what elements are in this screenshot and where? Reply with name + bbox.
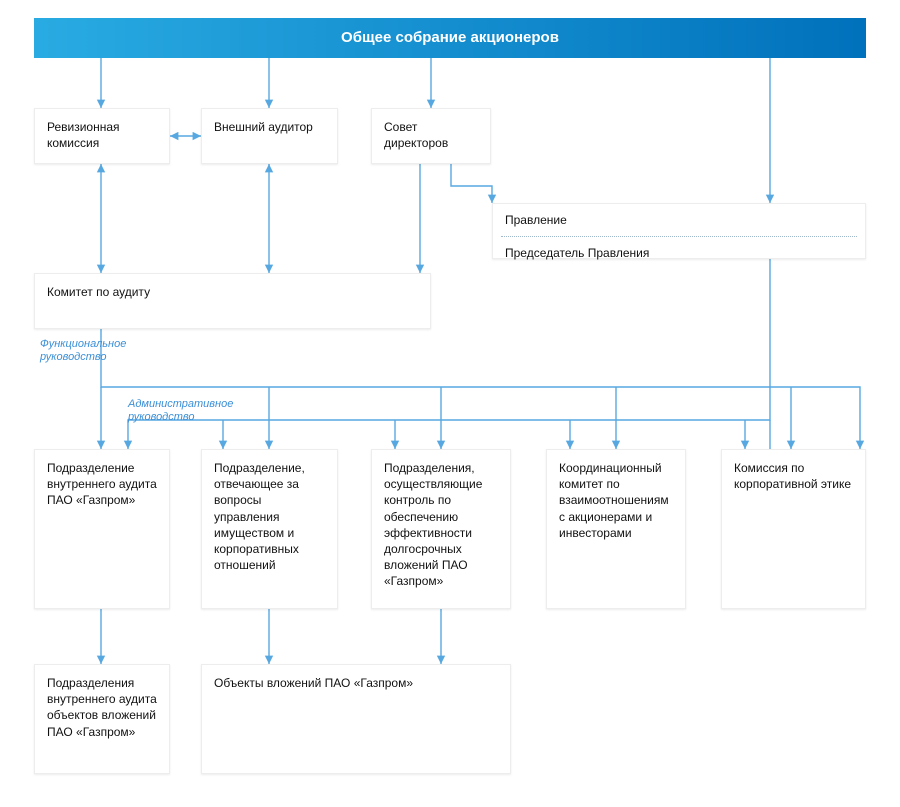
- node-external-auditor: Внешний аудитор: [201, 108, 338, 164]
- node-board-of-directors: Совет директоров: [371, 108, 491, 164]
- header-text: Общее собрание акционеров: [341, 28, 559, 48]
- node-investment-objects: Объекты вложений ПАО «Газпром»: [201, 664, 511, 774]
- node-revision-commission: Ревизионная комиссия: [34, 108, 170, 164]
- annotation-administrative-mgmt: Административное руководство: [128, 398, 258, 424]
- node-investment-objects-audit-dept: Подразделения внутреннего аудита объекто…: [34, 664, 170, 774]
- annotation-functional-mgmt: Функциональное руководство: [40, 338, 150, 364]
- node-audit-committee: Комитет по аудиту: [34, 273, 431, 329]
- node-investor-relations-committee: Координаци­онный комитет по взаимоотно­ш…: [546, 449, 686, 609]
- edge-audit-func: [101, 329, 860, 449]
- header-node: Общее собрание акционеров: [34, 18, 866, 58]
- node-property-corp-relations-dept: Подразделение, отвечающее за вопросы упр…: [201, 449, 338, 609]
- node-internal-audit-dept: Подразделение внутреннего аудита ПАО «Га…: [34, 449, 170, 609]
- node-longterm-investment-control-dept: Подразделения, осуществляющие контроль п…: [371, 449, 511, 609]
- org-chart-canvas: Общее собрание акционеров Ревизионная ко…: [0, 0, 900, 807]
- node-corporate-ethics-commission: Комиссия по корпоратив­ной этике: [721, 449, 866, 609]
- edge-board-mgmt: [451, 164, 492, 203]
- node-management-board-l1: Правление: [493, 204, 865, 236]
- node-management-board: Правление Председатель Правления: [492, 203, 866, 259]
- node-management-board-l2: Председатель Правления: [493, 237, 865, 269]
